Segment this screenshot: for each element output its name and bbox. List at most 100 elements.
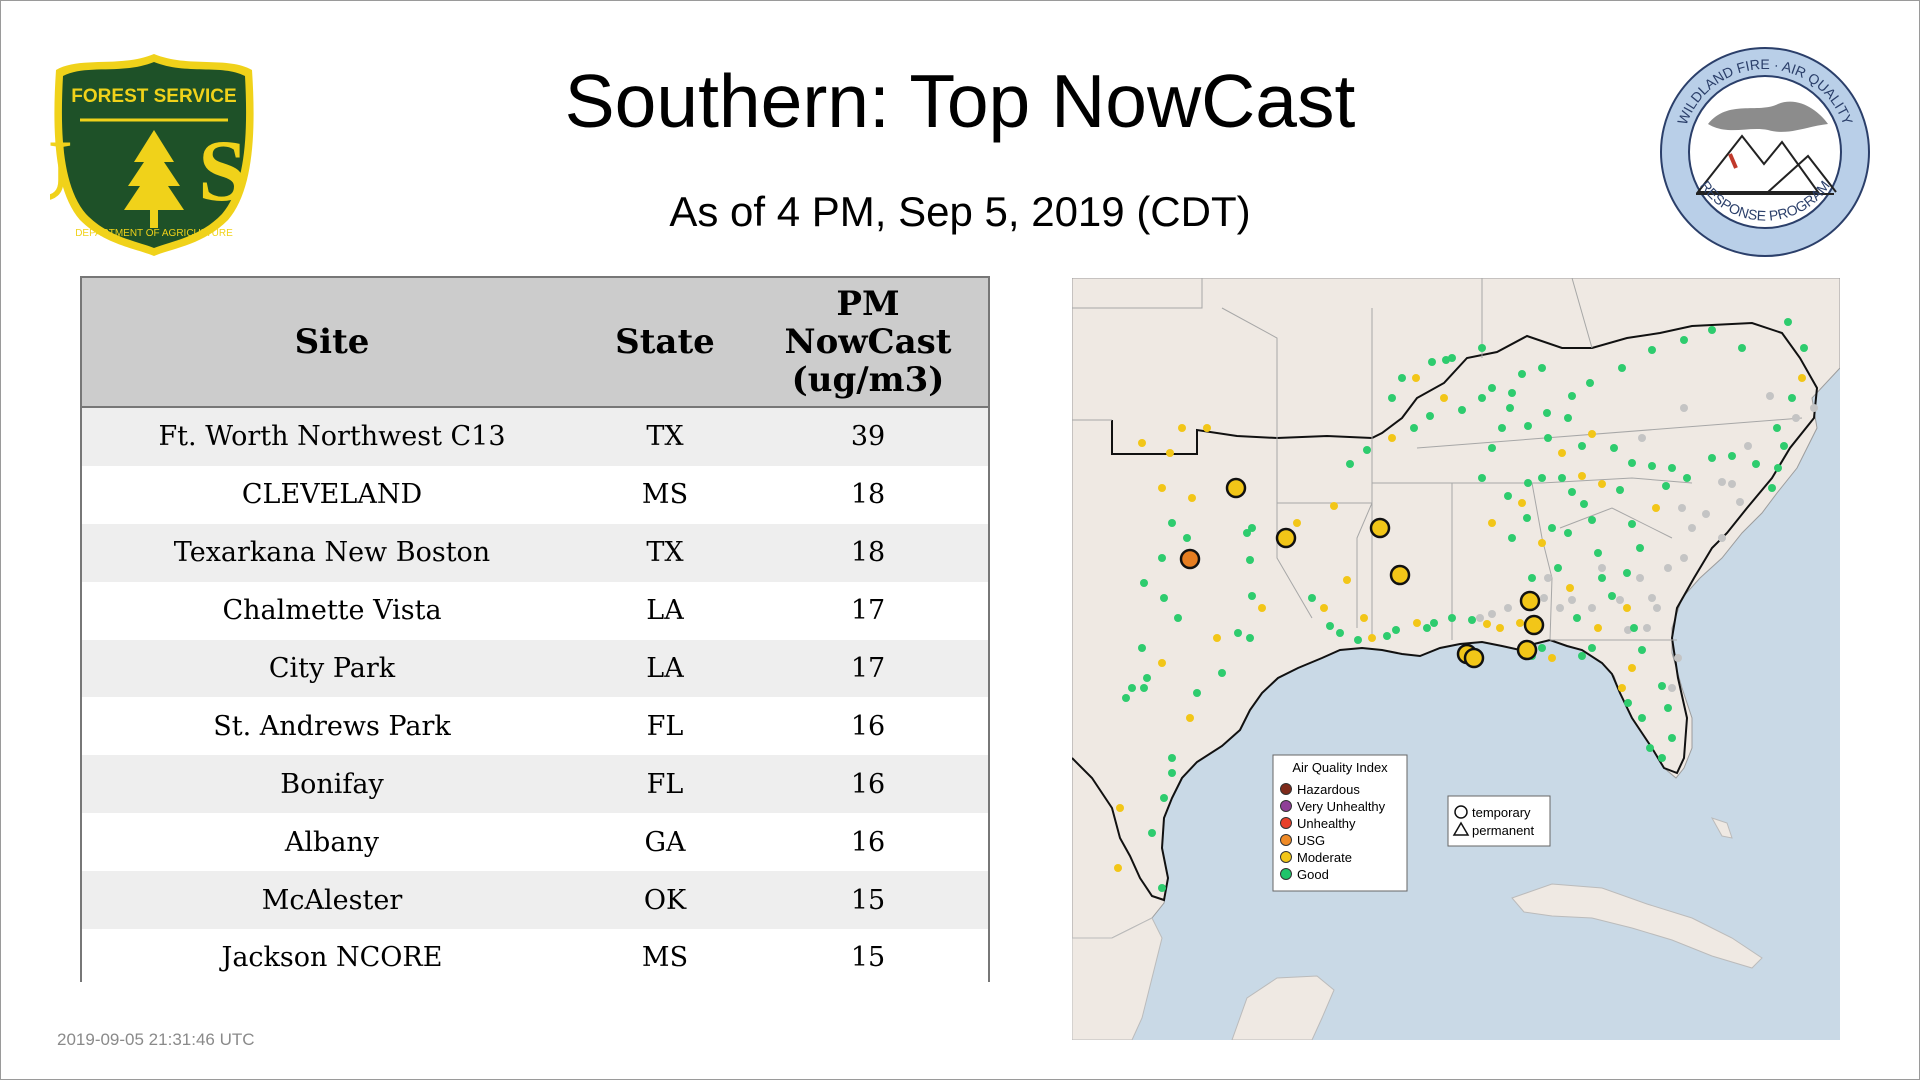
- inactive-monitor-dot: [1544, 574, 1552, 582]
- moderate-monitor-dot: [1538, 539, 1546, 547]
- aqi-legend: Air Quality Index Hazardous Very Unhealt…: [1272, 754, 1408, 892]
- good-monitor-dot: [1122, 694, 1130, 702]
- cell-state: FL: [646, 768, 684, 800]
- good-monitor-dot: [1442, 356, 1450, 364]
- good-monitor-dot: [1668, 734, 1676, 742]
- legend-moderate-label: Moderate: [1297, 850, 1352, 865]
- header-site: Site: [294, 322, 370, 362]
- inactive-monitor-dot: [1588, 604, 1596, 612]
- good-monitor-dot: [1428, 358, 1436, 366]
- good-monitor-dot: [1218, 669, 1226, 677]
- good-monitor-dot: [1548, 524, 1556, 532]
- good-monitor-dot: [1168, 769, 1176, 777]
- good-monitor-dot: [1558, 474, 1566, 482]
- cell-state: TX: [646, 537, 684, 569]
- good-monitor-dot: [1383, 632, 1391, 640]
- header-pm-nowcast: PM NowCast (ug/m3): [748, 278, 988, 406]
- cell-value: 39: [850, 421, 886, 453]
- good-monitor-dot: [1668, 464, 1676, 472]
- table-body: Ft. Worth Northwest C13 TX 39 CLEVELAND MS 1…: [82, 408, 988, 987]
- good-monitor-dot: [1138, 644, 1146, 652]
- cell-value: 16: [850, 710, 886, 742]
- map-land-cuba: [1511, 883, 1763, 969]
- legend-usg-label: USG: [1297, 833, 1325, 848]
- moderate-temporary-monitor: [1275, 527, 1297, 549]
- fs-top-text: FOREST SERVICE: [71, 86, 236, 107]
- good-monitor-dot: [1662, 482, 1670, 490]
- good-monitor-dot: [1774, 464, 1782, 472]
- legend-moderate-dot: [1280, 851, 1292, 863]
- table-row: City Park LA 17: [82, 639, 988, 698]
- inactive-monitor-dot: [1680, 554, 1688, 562]
- good-monitor-dot: [1478, 474, 1486, 482]
- good-monitor-dot: [1538, 644, 1546, 652]
- usg-temporary-monitor: [1179, 548, 1201, 570]
- moderate-monitor-dot: [1343, 576, 1351, 584]
- good-monitor-dot: [1174, 614, 1182, 622]
- inactive-monitor-dot: [1736, 498, 1744, 506]
- inactive-monitor-dot: [1664, 564, 1672, 572]
- inactive-monitor-dot: [1568, 596, 1576, 604]
- cell-state: MS: [641, 479, 689, 511]
- legend-unhealthy-label: Unhealthy: [1297, 816, 1356, 831]
- legend-permanent-label: permanent: [1472, 823, 1535, 838]
- good-monitor-dot: [1168, 519, 1176, 527]
- moderate-temporary-monitor: [1516, 639, 1538, 661]
- good-monitor-dot: [1618, 364, 1626, 372]
- good-monitor-dot: [1423, 624, 1431, 632]
- good-monitor-dot: [1544, 434, 1552, 442]
- moderate-monitor-dot: [1188, 494, 1196, 502]
- cell-site: Bonifay: [280, 768, 384, 800]
- inactive-monitor-dot: [1616, 596, 1624, 604]
- inactive-monitor-dot: [1598, 564, 1606, 572]
- shape-legend: temporary permanent: [1447, 795, 1551, 847]
- good-monitor-dot: [1140, 579, 1148, 587]
- moderate-monitor-dot: [1320, 604, 1328, 612]
- cell-value: 16: [850, 826, 886, 858]
- good-monitor-dot: [1524, 422, 1532, 430]
- good-monitor-dot: [1586, 379, 1594, 387]
- moderate-monitor-dot: [1548, 654, 1556, 662]
- moderate-monitor-dot: [1518, 499, 1526, 507]
- good-monitor-dot: [1752, 460, 1760, 468]
- moderate-monitor-dot: [1213, 634, 1221, 642]
- moderate-monitor-dot: [1623, 604, 1631, 612]
- moderate-monitor-dot: [1360, 614, 1368, 622]
- good-monitor-dot: [1568, 488, 1576, 496]
- inactive-monitor-dot: [1643, 624, 1651, 632]
- good-monitor-dot: [1628, 459, 1636, 467]
- inactive-monitor-dot: [1488, 610, 1496, 618]
- triangle-icon: [1452, 821, 1470, 836]
- table-row: St. Andrews Park FL 16: [82, 697, 988, 756]
- good-monitor-dot: [1784, 318, 1792, 326]
- air-quality-map: Air Quality Index Hazardous Very Unhealt…: [1072, 278, 1840, 1040]
- circle-icon: [1454, 805, 1468, 819]
- inactive-monitor-dot: [1702, 510, 1710, 518]
- good-monitor-dot: [1523, 514, 1531, 522]
- good-monitor-dot: [1498, 424, 1506, 432]
- moderate-temporary-monitor: [1369, 517, 1391, 539]
- good-monitor-dot: [1143, 674, 1151, 682]
- cell-site: McAlester: [261, 884, 403, 916]
- inactive-monitor-dot: [1744, 442, 1752, 450]
- cell-state: GA: [644, 826, 686, 858]
- good-monitor-dot: [1800, 344, 1808, 352]
- moderate-monitor-dot: [1114, 864, 1122, 872]
- good-monitor-dot: [1160, 794, 1168, 802]
- map-land-mexico: [1072, 917, 1163, 1040]
- monitor-points: [1114, 318, 1818, 892]
- good-monitor-dot: [1518, 370, 1526, 378]
- inactive-monitor-dot: [1718, 478, 1726, 486]
- legend-usg-dot: [1280, 834, 1292, 846]
- good-monitor-dot: [1392, 626, 1400, 634]
- good-monitor-dot: [1346, 460, 1354, 468]
- good-monitor-dot: [1468, 616, 1476, 624]
- good-monitor-dot: [1610, 444, 1618, 452]
- good-monitor-dot: [1648, 346, 1656, 354]
- good-monitor-dot: [1768, 484, 1776, 492]
- good-monitor-dot: [1598, 574, 1606, 582]
- inactive-monitor-dot: [1638, 434, 1646, 442]
- inactive-monitor-dot: [1680, 404, 1688, 412]
- table-row: Bonifay FL 16: [82, 755, 988, 814]
- good-monitor-dot: [1543, 409, 1551, 417]
